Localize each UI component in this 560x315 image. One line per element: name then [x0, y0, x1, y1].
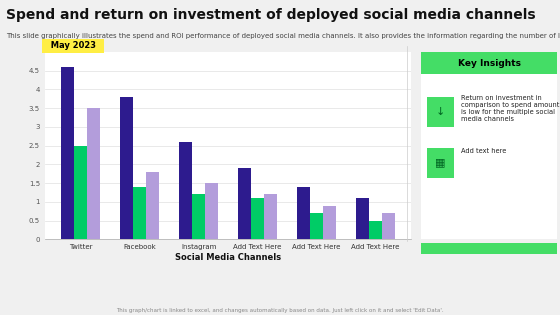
Text: This graph/chart is linked to excel, and changes automatically based on data. Ju: This graph/chart is linked to excel, and…: [116, 308, 444, 313]
Text: ▦: ▦: [435, 158, 446, 168]
Bar: [251, 198, 264, 239]
Bar: [297, 187, 310, 239]
Text: Key Insights: Key Insights: [458, 59, 521, 68]
Bar: [356, 198, 369, 239]
Bar: [179, 142, 192, 239]
X-axis label: Social Media Channels: Social Media Channels: [175, 253, 281, 262]
Bar: [427, 97, 454, 127]
Bar: [382, 213, 395, 239]
Bar: [74, 146, 87, 239]
Bar: [427, 147, 454, 178]
Bar: [369, 220, 382, 239]
Bar: [87, 108, 100, 239]
Text: Add text here: Add text here: [461, 148, 506, 154]
Text: Return on investment in
comparison to spend amount
is low for the multiple socia: Return on investment in comparison to sp…: [461, 95, 559, 122]
Bar: [422, 243, 557, 255]
Bar: [120, 97, 133, 239]
Text: This slide graphically illustrates the spend and ROI performance of deployed soc: This slide graphically illustrates the s…: [6, 33, 560, 39]
Bar: [205, 183, 218, 239]
Legend: Spend (Amount in USD), Return on Investment (in %), Leads Generated: Spend (Amount in USD), Return on Investm…: [86, 314, 370, 315]
Bar: [238, 168, 251, 239]
Bar: [310, 213, 323, 239]
Bar: [422, 74, 557, 239]
Bar: [62, 67, 74, 239]
Text: ↓: ↓: [436, 107, 445, 117]
Text: May 2023: May 2023: [45, 41, 101, 50]
Bar: [323, 206, 336, 239]
Bar: [192, 194, 205, 239]
Bar: [133, 187, 146, 239]
Bar: [264, 194, 277, 239]
Text: Spend and return on investment of deployed social media channels: Spend and return on investment of deploy…: [6, 8, 535, 22]
Bar: [146, 172, 159, 239]
Bar: [422, 52, 557, 74]
